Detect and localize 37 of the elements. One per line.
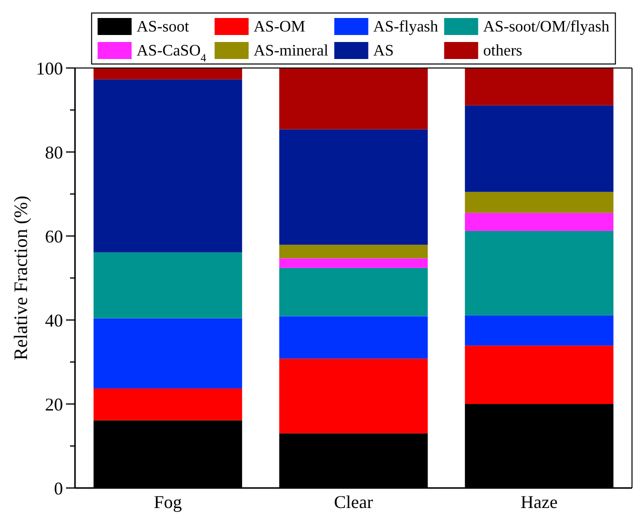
- y-tick-label: 0: [54, 478, 63, 498]
- bar: [464, 315, 614, 346]
- bar: [279, 244, 428, 258]
- bar: [464, 68, 614, 106]
- bar: [464, 192, 614, 213]
- legend-label: others: [483, 42, 522, 60]
- y-tick-label: 100: [36, 58, 63, 78]
- x-tick-label: Fog: [154, 492, 182, 512]
- legend-label: AS: [373, 42, 394, 60]
- legend-label: AS-CaSO$_{4}$: [136, 42, 207, 65]
- bar: [94, 252, 242, 318]
- bar: [94, 79, 242, 252]
- y-tick-label: 40: [45, 310, 63, 330]
- bar: [279, 129, 428, 245]
- legend-label: AS-OM: [254, 18, 306, 36]
- y-tick-label: 20: [45, 394, 63, 414]
- bar: [279, 268, 428, 316]
- bar: [464, 212, 614, 231]
- bar: [94, 68, 242, 80]
- bar: [279, 258, 428, 268]
- x-tick-label: Haze: [520, 492, 558, 512]
- bar: [464, 105, 614, 192]
- legend-label: AS-mineral: [254, 42, 329, 60]
- bar: [279, 316, 428, 359]
- y-axis-title: Relative Fraction (%): [11, 196, 32, 360]
- y-tick-label: 80: [45, 142, 63, 162]
- x-tick-label: Clear: [334, 492, 373, 512]
- bar: [464, 230, 614, 316]
- bar: [94, 318, 242, 388]
- legend-label: AS-flyash: [373, 18, 438, 36]
- bar: [464, 346, 614, 404]
- legend-label: AS-soot: [136, 18, 190, 36]
- y-tick-label: 60: [45, 226, 63, 246]
- bar: [94, 388, 242, 420]
- bar: [279, 358, 428, 434]
- legend-label: AS-soot/OM/flyash: [483, 18, 610, 36]
- bar: [279, 68, 428, 130]
